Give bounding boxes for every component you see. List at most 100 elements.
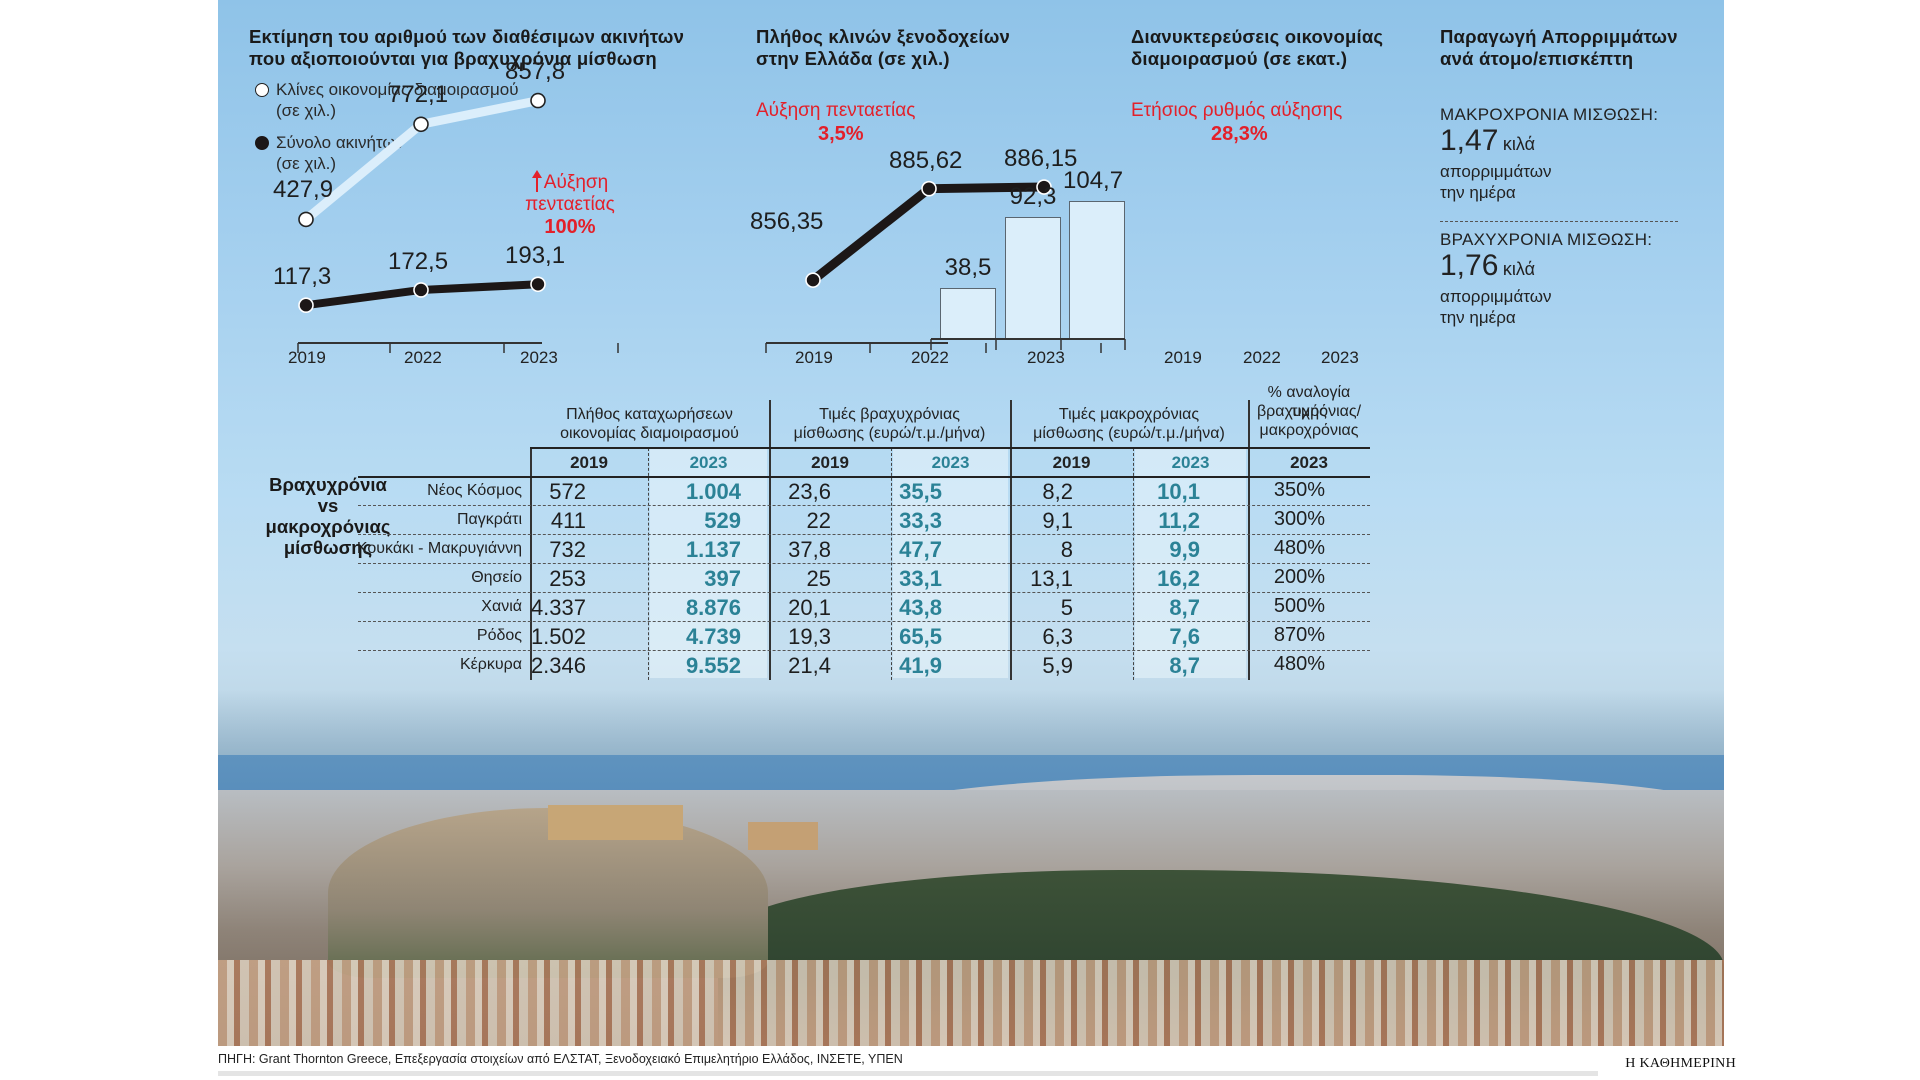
chart3-xtick-2019: 2019 bbox=[1164, 348, 1202, 367]
photo-houses bbox=[218, 960, 1724, 1046]
table-cell: 25 bbox=[806, 566, 831, 591]
chart2-label-2023: 886,15 bbox=[1004, 145, 1078, 173]
table-side-title-line1: Βραχυχρόνια bbox=[269, 474, 387, 495]
chart2-xtick-2019: 2019 bbox=[795, 348, 833, 367]
chart2-point bbox=[1036, 179, 1052, 195]
waste-divider bbox=[1440, 221, 1678, 222]
waste-long-value-row: 1,47 κιλά bbox=[1440, 124, 1535, 158]
photo-erechtheion bbox=[748, 822, 818, 850]
table-group-header-1-line1: Τιμές βραχυχρόνιας bbox=[819, 406, 960, 423]
table-row-divider bbox=[358, 563, 1370, 564]
chart3-bar-2019 bbox=[940, 287, 996, 338]
table-year-header-1: 2023 bbox=[689, 453, 728, 472]
photo-haze bbox=[218, 690, 1724, 760]
table-cell: 5,9 bbox=[1042, 653, 1073, 678]
chart2-annotation-value: 3,5% bbox=[818, 123, 864, 145]
table-cell: 41,9 bbox=[899, 653, 942, 678]
table-cell: 529 bbox=[704, 508, 741, 533]
legend-total-unit: (σε χιλ.) bbox=[276, 154, 337, 173]
waste-short-value-row: 1,76 κιλά bbox=[1440, 249, 1535, 283]
chart2-title-line2: στην Ελλάδα (σε χιλ.) bbox=[756, 48, 950, 69]
legend-total-label: Σύνολο ακινήτων bbox=[276, 133, 405, 152]
legend-open-circle-icon bbox=[255, 83, 269, 97]
table-cell: 9.552 bbox=[685, 653, 741, 678]
table-row-divider bbox=[358, 505, 1370, 506]
table-side-title-line3: μακροχρόνιας bbox=[265, 516, 391, 537]
table-cell: 22 bbox=[806, 508, 831, 533]
table-cell: 13,1 bbox=[1030, 566, 1073, 591]
table-cell: 11,2 bbox=[1158, 508, 1200, 533]
table-row-divider bbox=[358, 650, 1370, 651]
legend-beds-label: Κλίνες οικονομίας διαμοιρασμού bbox=[276, 80, 519, 99]
table-row-label: Παγκράτι bbox=[456, 511, 522, 528]
waste-long-label: ΜΑΚΡΟΧΡΟΝΙΑ ΜΙΣΘΩΣΗ: bbox=[1440, 105, 1659, 124]
table-cell: 8,2 bbox=[1042, 479, 1073, 504]
chart3-bar-label-2019: 38,5 bbox=[944, 253, 992, 281]
waste-long-value: 1,47 bbox=[1440, 124, 1499, 157]
chart1-total-label-2023: 193,1 bbox=[505, 242, 566, 270]
waste-short-value: 1,76 bbox=[1440, 249, 1499, 282]
table-cell: 65,5 bbox=[899, 624, 942, 649]
table-cell: 20,1 bbox=[788, 595, 831, 620]
table-year-header-5: 2023 bbox=[1171, 453, 1210, 472]
table-cell: 33,1 bbox=[899, 566, 942, 591]
table-header-top-rule bbox=[530, 447, 1370, 449]
table-cell: 1.137 bbox=[685, 537, 741, 562]
table-group-header-2-line1: Τιμές μακροχρόνιας bbox=[1058, 406, 1200, 423]
table-group-header-0-line1: Πλήθος καταχωρήσεων bbox=[566, 406, 733, 423]
table-group-divider bbox=[1010, 400, 1012, 680]
table-year-divider bbox=[1133, 448, 1134, 680]
chart3-bar-label-2023: 104,7 bbox=[1063, 167, 1124, 194]
table-cell: 8 bbox=[1060, 537, 1073, 562]
table-header-bottom-rule bbox=[358, 476, 1370, 478]
chart1-title-line2: που αξιοποιούνται για βραχυχρόνια μίσθωσ… bbox=[249, 48, 657, 69]
waste-short-desc2: την ημέρα bbox=[1440, 308, 1516, 327]
legend-beds-unit: (σε χιλ.) bbox=[276, 101, 337, 120]
chart3-bar-label-2022: 92,3 bbox=[1009, 183, 1057, 211]
table-cell: 21,4 bbox=[788, 653, 831, 678]
chart1-plot bbox=[297, 92, 1126, 353]
waste-long-desc1: απορριμμάτων bbox=[1440, 162, 1552, 181]
chart3-title-line1: Διανυκτερεύσεις οικονομίας bbox=[1131, 26, 1384, 47]
chart1-beds-label-2019: 427,9 bbox=[273, 176, 334, 204]
chart1-total-point bbox=[530, 276, 546, 293]
table-side-title-line2: vs bbox=[317, 495, 339, 516]
table-cell: 37,8 bbox=[788, 537, 831, 562]
table-cell: 300% bbox=[1273, 508, 1325, 530]
chart2-point bbox=[805, 272, 821, 288]
chart3-bar-2022 bbox=[1005, 217, 1061, 338]
chart1-annotation-value: 100% bbox=[544, 216, 596, 238]
chart1-total-point bbox=[413, 282, 429, 298]
table-row-label: Θησείο bbox=[471, 569, 522, 586]
chart1-beds-line-segment bbox=[416, 96, 543, 129]
table-group-header-3-line1: % αναλογία τιμής bbox=[1267, 384, 1351, 420]
table-cell: 480% bbox=[1273, 653, 1325, 675]
table-row-divider bbox=[358, 621, 1370, 622]
chart1-beds-label-2023: 857,8 bbox=[505, 57, 566, 85]
chart1-annotation: Αύξηση πενταετίας 100% bbox=[520, 170, 620, 239]
table-year-header-6: 2023 bbox=[1290, 453, 1328, 472]
table-cell: 253 bbox=[549, 566, 586, 591]
chart2-label-2019: 856,35 bbox=[750, 208, 824, 236]
table-group-header-2-line2: μίσθωσης (ευρώ/τ.μ./μήνα) bbox=[1033, 425, 1225, 442]
table-cell: 870% bbox=[1273, 624, 1325, 646]
chart2-xtick-2022: 2022 bbox=[911, 348, 949, 367]
table-cell: 19,3 bbox=[788, 624, 831, 649]
table-row-label: Νέος Κόσμος bbox=[427, 482, 522, 499]
chart1-beds-point bbox=[298, 211, 314, 228]
chart1-total-line-segment bbox=[417, 280, 542, 294]
table-row-label: Κουκάκι - Μακρυγιάννη bbox=[356, 540, 522, 557]
table-cell: 7,6 bbox=[1169, 624, 1200, 649]
chart3-xtick-2023: 2023 bbox=[1321, 348, 1359, 367]
table-cell: 47,7 bbox=[899, 537, 942, 562]
chart1-total-label-2022: 172,5 bbox=[388, 247, 449, 275]
table-cell: 8,7 bbox=[1169, 595, 1200, 620]
table-cell: 200% bbox=[1273, 566, 1325, 588]
chart1-beds-point bbox=[530, 92, 546, 109]
table-group-divider bbox=[769, 400, 771, 680]
chart2-annotation-text: Αύξηση πενταετίας bbox=[756, 100, 916, 121]
table-cell: 411 bbox=[550, 508, 586, 533]
waste-short-label: ΒΡΑΧΥΧΡΟΝΙΑ ΜΙΣΘΩΣΗ: bbox=[1440, 230, 1653, 249]
chart1-annotation-line1: Αύξηση bbox=[543, 172, 609, 193]
chart3-xtick-2022: 2022 bbox=[1243, 348, 1281, 367]
